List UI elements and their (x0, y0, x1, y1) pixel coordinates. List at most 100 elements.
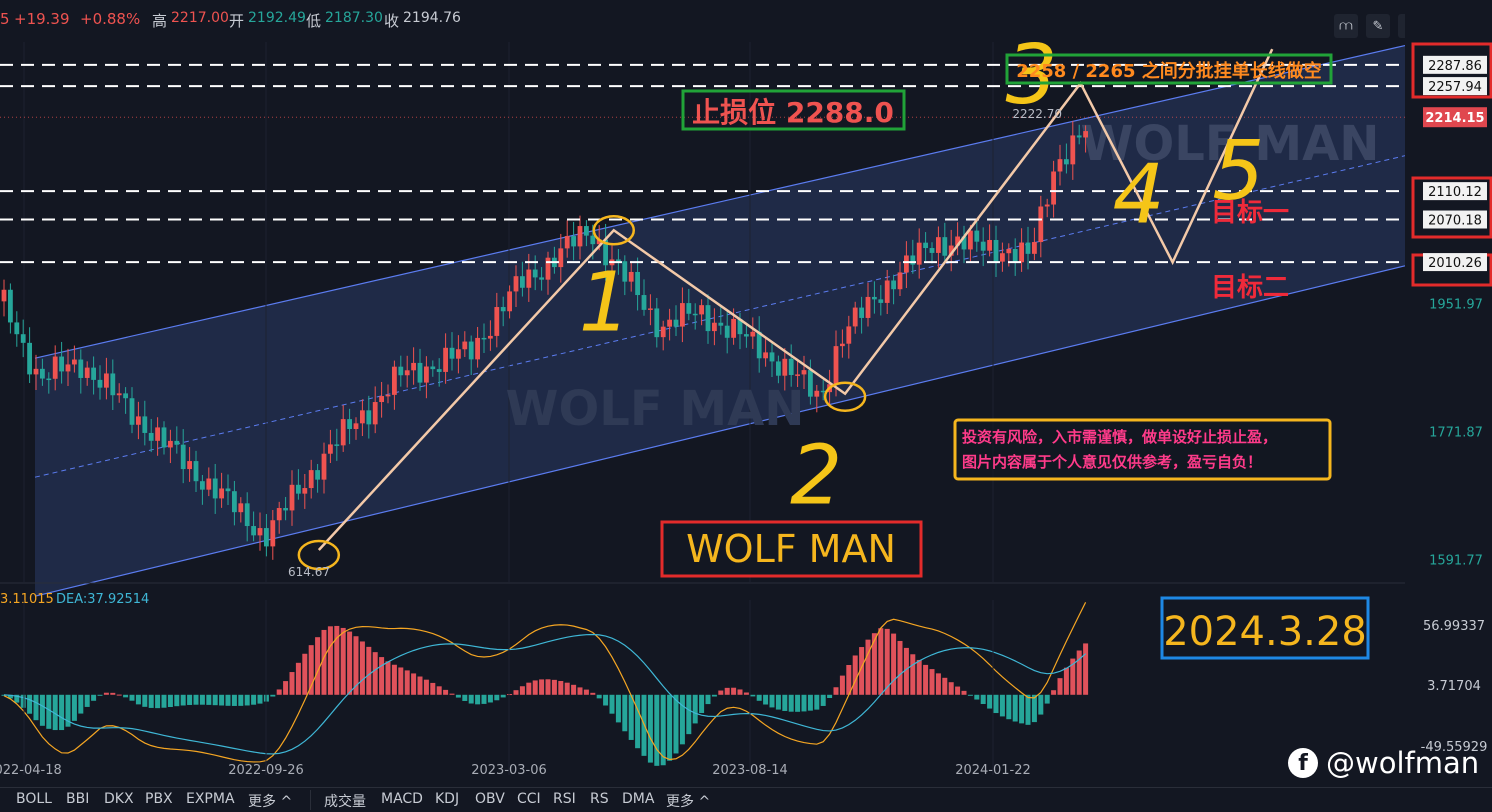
channel-mid-line (34, 155, 1406, 478)
quote-change-pct: +0.88% (80, 10, 141, 28)
macd-bar (679, 694, 685, 745)
macd-bar (551, 679, 557, 695)
macd-bar (532, 680, 538, 695)
candle-body (878, 299, 884, 303)
candle-body (372, 402, 378, 425)
chart-line-icon[interactable]: ⩋ (1334, 14, 1358, 38)
macd-bar (769, 694, 775, 708)
indicator-dkx[interactable]: DKX (104, 791, 134, 807)
candle-body (923, 242, 928, 249)
candle-body (1025, 242, 1031, 254)
candle-body (1038, 206, 1044, 243)
candle-body (641, 295, 647, 310)
macd-bar (71, 694, 77, 721)
indicator-more-left[interactable]: 更多 ^ (248, 794, 293, 810)
candle-body (750, 331, 756, 337)
indicator-cci[interactable]: CCI (517, 791, 541, 807)
macd-bar (673, 694, 679, 754)
macd-bar (1019, 694, 1025, 724)
macd-bar (955, 686, 961, 695)
macd-bar (795, 694, 801, 712)
candle-body (328, 444, 333, 454)
candle-body (475, 337, 480, 360)
candle-body (468, 341, 474, 360)
time-tick-label: 2024-01-22 (955, 763, 1031, 778)
macd-tick-label: 3.71704 (1427, 679, 1481, 694)
candle-body (436, 369, 442, 372)
macd-tick-label: 56.99337 (1423, 619, 1485, 634)
macd-bar (116, 694, 122, 696)
indicator-bbi[interactable]: BBI (66, 791, 90, 807)
macd-bar (635, 694, 641, 749)
candle-body (136, 416, 141, 425)
pivot-circle (297, 539, 341, 571)
macd-bar (852, 655, 858, 695)
macd-bar (807, 694, 813, 711)
macd-bar (583, 689, 589, 695)
macd-bar (475, 694, 481, 705)
candle-body (1051, 171, 1056, 205)
candle-body (929, 248, 935, 253)
indicator-pbx[interactable]: PBX (145, 791, 173, 807)
candle-body (494, 307, 500, 336)
candle-body (948, 245, 954, 256)
candle-body (1083, 131, 1088, 138)
macd-bar (763, 694, 769, 705)
pencil-icon[interactable]: ✎ (1366, 14, 1390, 38)
candle-body (417, 362, 423, 383)
quote-low-label: 低 (306, 12, 322, 30)
macd-bar (558, 681, 564, 695)
macd-bar (519, 686, 525, 695)
watermark-text: WOLF MAN (506, 381, 805, 437)
level-tag-box (1411, 176, 1492, 239)
macd-bar (980, 694, 986, 704)
macd-bar (167, 694, 173, 707)
macd-bar (436, 686, 442, 695)
indicator-expma[interactable]: EXPMA (186, 791, 235, 807)
level-tag-text: 2110.12 (1428, 185, 1482, 200)
indicator-kdj[interactable]: KDJ (435, 791, 460, 807)
candle-body (628, 271, 634, 282)
candle-body (392, 366, 397, 395)
macd-bar (833, 687, 839, 695)
macd-bar (193, 694, 199, 705)
macd-bar (308, 645, 314, 695)
indicator-rsi[interactable]: RSI (553, 791, 576, 807)
wave-label: 4 (1113, 147, 1165, 242)
candle-body (622, 261, 628, 282)
macd-bar (545, 679, 551, 695)
wave-label: 2 (790, 429, 842, 524)
macd-bar (756, 694, 762, 701)
indicator-rs[interactable]: RS (590, 791, 609, 807)
candle-body (1012, 249, 1018, 263)
macd-bar (231, 694, 237, 706)
macd-bar (372, 652, 378, 695)
candlesticks (1, 121, 1088, 560)
high-marker-label: 2222.70 (1012, 107, 1062, 121)
candle-body (1057, 159, 1063, 172)
macd-bar (839, 675, 845, 695)
quote-high: 2217.00 (171, 10, 229, 26)
indicator-macd[interactable]: MACD (381, 791, 423, 807)
macd-bar (667, 694, 673, 761)
indicator-dma[interactable]: DMA (622, 791, 655, 807)
macd-bar (705, 694, 711, 705)
macd-bar (782, 694, 788, 711)
candle-body (104, 373, 109, 388)
macd-bar (539, 679, 545, 695)
quote-open: 2192.49 (248, 10, 306, 26)
candle-body (244, 503, 250, 527)
indicator-boll[interactable]: BOLL (16, 791, 52, 807)
macd-bar (97, 694, 103, 696)
indicator-obv[interactable]: OBV (475, 791, 505, 807)
macd-bar (1070, 658, 1076, 695)
candle-body (980, 241, 986, 251)
candle-body (398, 366, 404, 376)
macd-bar (103, 692, 109, 695)
macd-bar (1031, 694, 1037, 723)
indicator-more-right[interactable]: 更多 ^ (666, 794, 711, 810)
indicator-volume[interactable]: 成交量 (324, 794, 366, 810)
macd-bar (155, 694, 161, 709)
candle-body (33, 368, 39, 375)
